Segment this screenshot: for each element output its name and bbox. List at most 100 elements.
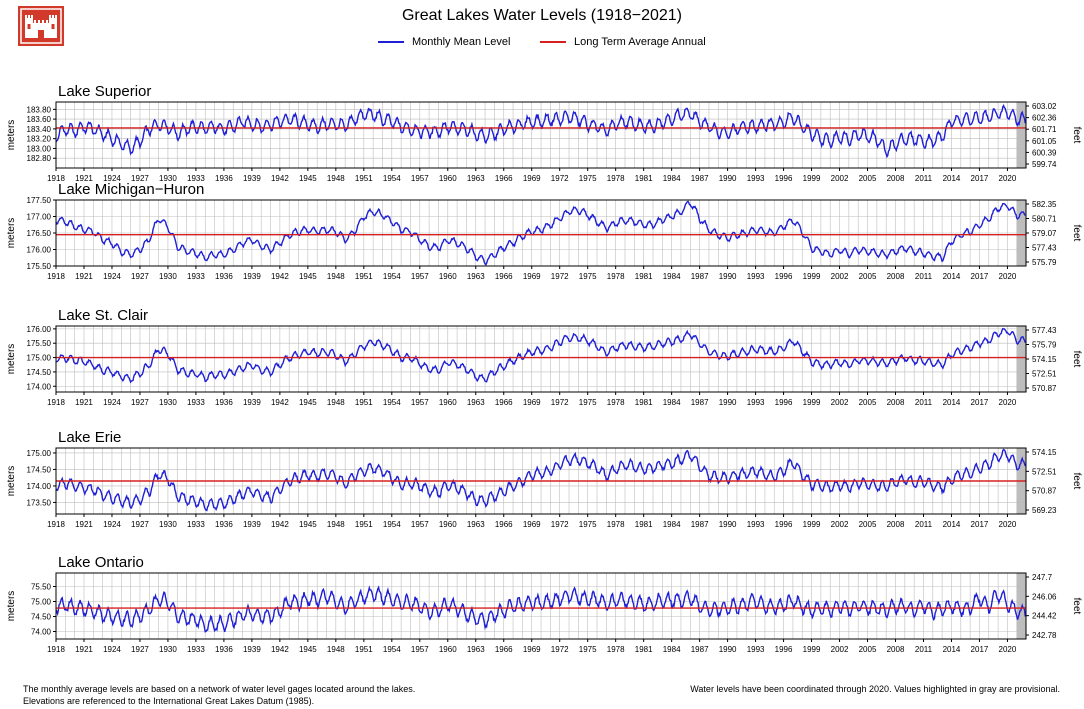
x-tick-label: 1945	[299, 174, 317, 183]
x-tick-label: 1975	[579, 174, 597, 183]
x-tick-label: 1948	[327, 520, 345, 529]
y-tick-label-right: 575.79	[1032, 258, 1057, 267]
monthly-mean-line	[55, 200, 1026, 266]
x-tick-label: 1933	[187, 174, 205, 183]
x-tick-label: 2008	[887, 398, 905, 407]
y-tick-label-left: 173.50	[27, 498, 52, 507]
x-tick-label: 2017	[971, 174, 989, 183]
x-tick-label: 2011	[915, 174, 933, 183]
y-tick-label-left: 176.00	[27, 246, 52, 255]
x-tick-label: 1963	[467, 520, 485, 529]
x-tick-label: 1918	[47, 398, 65, 407]
x-tick-label: 2002	[831, 520, 849, 529]
y-tick-label-right: 599.74	[1032, 160, 1057, 169]
y-axis-label-right: feet	[1071, 127, 1082, 144]
chart-panel-1: Lake Michigan−Huron 175.50 176.00 176.50 177…	[6, 181, 1082, 281]
x-tick-label: 1993	[747, 272, 765, 281]
x-tick-label: 1969	[523, 398, 541, 407]
x-tick-label: 1981	[635, 520, 653, 529]
x-tick-label: 1936	[215, 398, 233, 407]
y-tick-label-left: 74.00	[31, 628, 52, 637]
x-tick-label: 1969	[523, 174, 541, 183]
x-tick-label: 1969	[523, 272, 541, 281]
monthly-mean-line	[55, 448, 1026, 512]
x-tick-label: 2002	[831, 645, 849, 654]
x-tick-label: 1993	[747, 174, 765, 183]
legend-label-long-term-average: Long Term Average Annual	[574, 36, 706, 48]
plot-frame	[55, 447, 1027, 515]
x-tick-label: 1987	[691, 398, 709, 407]
x-tick-label: 1924	[103, 645, 121, 654]
x-tick-label: 1993	[747, 645, 765, 654]
y-axis-label-left: meters	[6, 591, 17, 622]
y-tick-label-left: 177.50	[27, 196, 52, 205]
x-tick-label: 2020	[999, 520, 1017, 529]
x-tick-label: 1966	[495, 272, 513, 281]
y-tick-label-right: 570.87	[1032, 384, 1057, 393]
footer-note-line-2: Elevations are referenced to the Interna…	[23, 696, 315, 706]
x-tick-label: 1966	[495, 398, 513, 407]
y-tick-label-left: 183.20	[27, 135, 52, 144]
x-tick-label: 1936	[215, 645, 233, 654]
x-tick-label: 1990	[719, 272, 737, 281]
y-tick-label-left: 177.00	[27, 213, 52, 222]
x-tick-label: 2014	[943, 398, 961, 407]
footer-note-right: Water levels have been coordinated throu…	[690, 684, 1060, 694]
y-tick-label-right: 247.7	[1032, 573, 1053, 582]
x-tick-label: 1918	[47, 520, 65, 529]
x-tick-label: 1957	[411, 645, 429, 654]
x-tick-label: 1939	[243, 645, 261, 654]
x-tick-label: 1990	[719, 398, 737, 407]
x-tick-label: 2011	[915, 520, 933, 529]
x-tick-label: 1987	[691, 645, 709, 654]
legend-item-monthly-mean: Monthly Mean Level	[378, 36, 510, 48]
legend-swatch-monthly-mean	[378, 41, 404, 43]
x-tick-label: 1951	[355, 520, 373, 529]
x-tick-label: 1978	[607, 174, 625, 183]
x-tick-label: 1948	[327, 398, 345, 407]
y-tick-label-right: 603.02	[1032, 102, 1057, 111]
x-tick-label: 1933	[187, 645, 205, 654]
y-tick-label-right: 601.05	[1032, 137, 1057, 146]
y-tick-label-right: 582.35	[1032, 200, 1057, 209]
x-tick-label: 1960	[439, 645, 457, 654]
x-tick-label: 1957	[411, 272, 429, 281]
y-tick-label-right: 577.43	[1032, 244, 1057, 253]
x-tick-label: 1954	[383, 520, 401, 529]
y-tick-label-right: 572.51	[1032, 467, 1057, 476]
y-tick-label-right: 242.78	[1032, 631, 1057, 640]
x-tick-label: 1963	[467, 174, 485, 183]
x-tick-label: 2005	[859, 272, 877, 281]
x-tick-label: 1972	[551, 520, 569, 529]
x-tick-label: 1996	[775, 520, 793, 529]
y-tick-label-right: 601.71	[1032, 125, 1057, 134]
x-tick-label: 2014	[943, 174, 961, 183]
y-tick-label-left: 175.50	[27, 262, 52, 271]
y-tick-label-left: 183.80	[27, 105, 52, 114]
x-tick-label: 2020	[999, 645, 1017, 654]
footer-note-line-1: The monthly average levels are based on …	[23, 684, 416, 694]
y-tick-label-right: 602.36	[1032, 114, 1057, 123]
x-tick-label: 1978	[607, 520, 625, 529]
x-tick-label: 1990	[719, 645, 737, 654]
x-tick-label: 1957	[411, 174, 429, 183]
x-tick-label: 1951	[355, 645, 373, 654]
y-tick-label-right: 246.06	[1032, 592, 1057, 601]
x-tick-label: 1954	[383, 645, 401, 654]
y-tick-label-right: 244.42	[1032, 612, 1057, 621]
y-tick-label-left: 174.50	[27, 368, 52, 377]
x-tick-label: 1966	[495, 645, 513, 654]
y-tick-label-left: 174.50	[27, 465, 52, 474]
x-tick-label: 1930	[159, 645, 177, 654]
y-tick-label-right: 577.43	[1032, 326, 1057, 335]
y-tick-label-left: 176.00	[27, 325, 52, 334]
x-tick-label: 1939	[243, 398, 261, 407]
y-tick-label-left: 175.50	[27, 339, 52, 348]
x-tick-label: 1948	[327, 645, 345, 654]
y-tick-label-right: 574.15	[1032, 355, 1057, 364]
x-tick-label: 1996	[775, 398, 793, 407]
x-tick-label: 2008	[887, 520, 905, 529]
x-tick-label: 1927	[131, 174, 149, 183]
x-tick-label: 1981	[635, 645, 653, 654]
x-tick-label: 2020	[999, 174, 1017, 183]
